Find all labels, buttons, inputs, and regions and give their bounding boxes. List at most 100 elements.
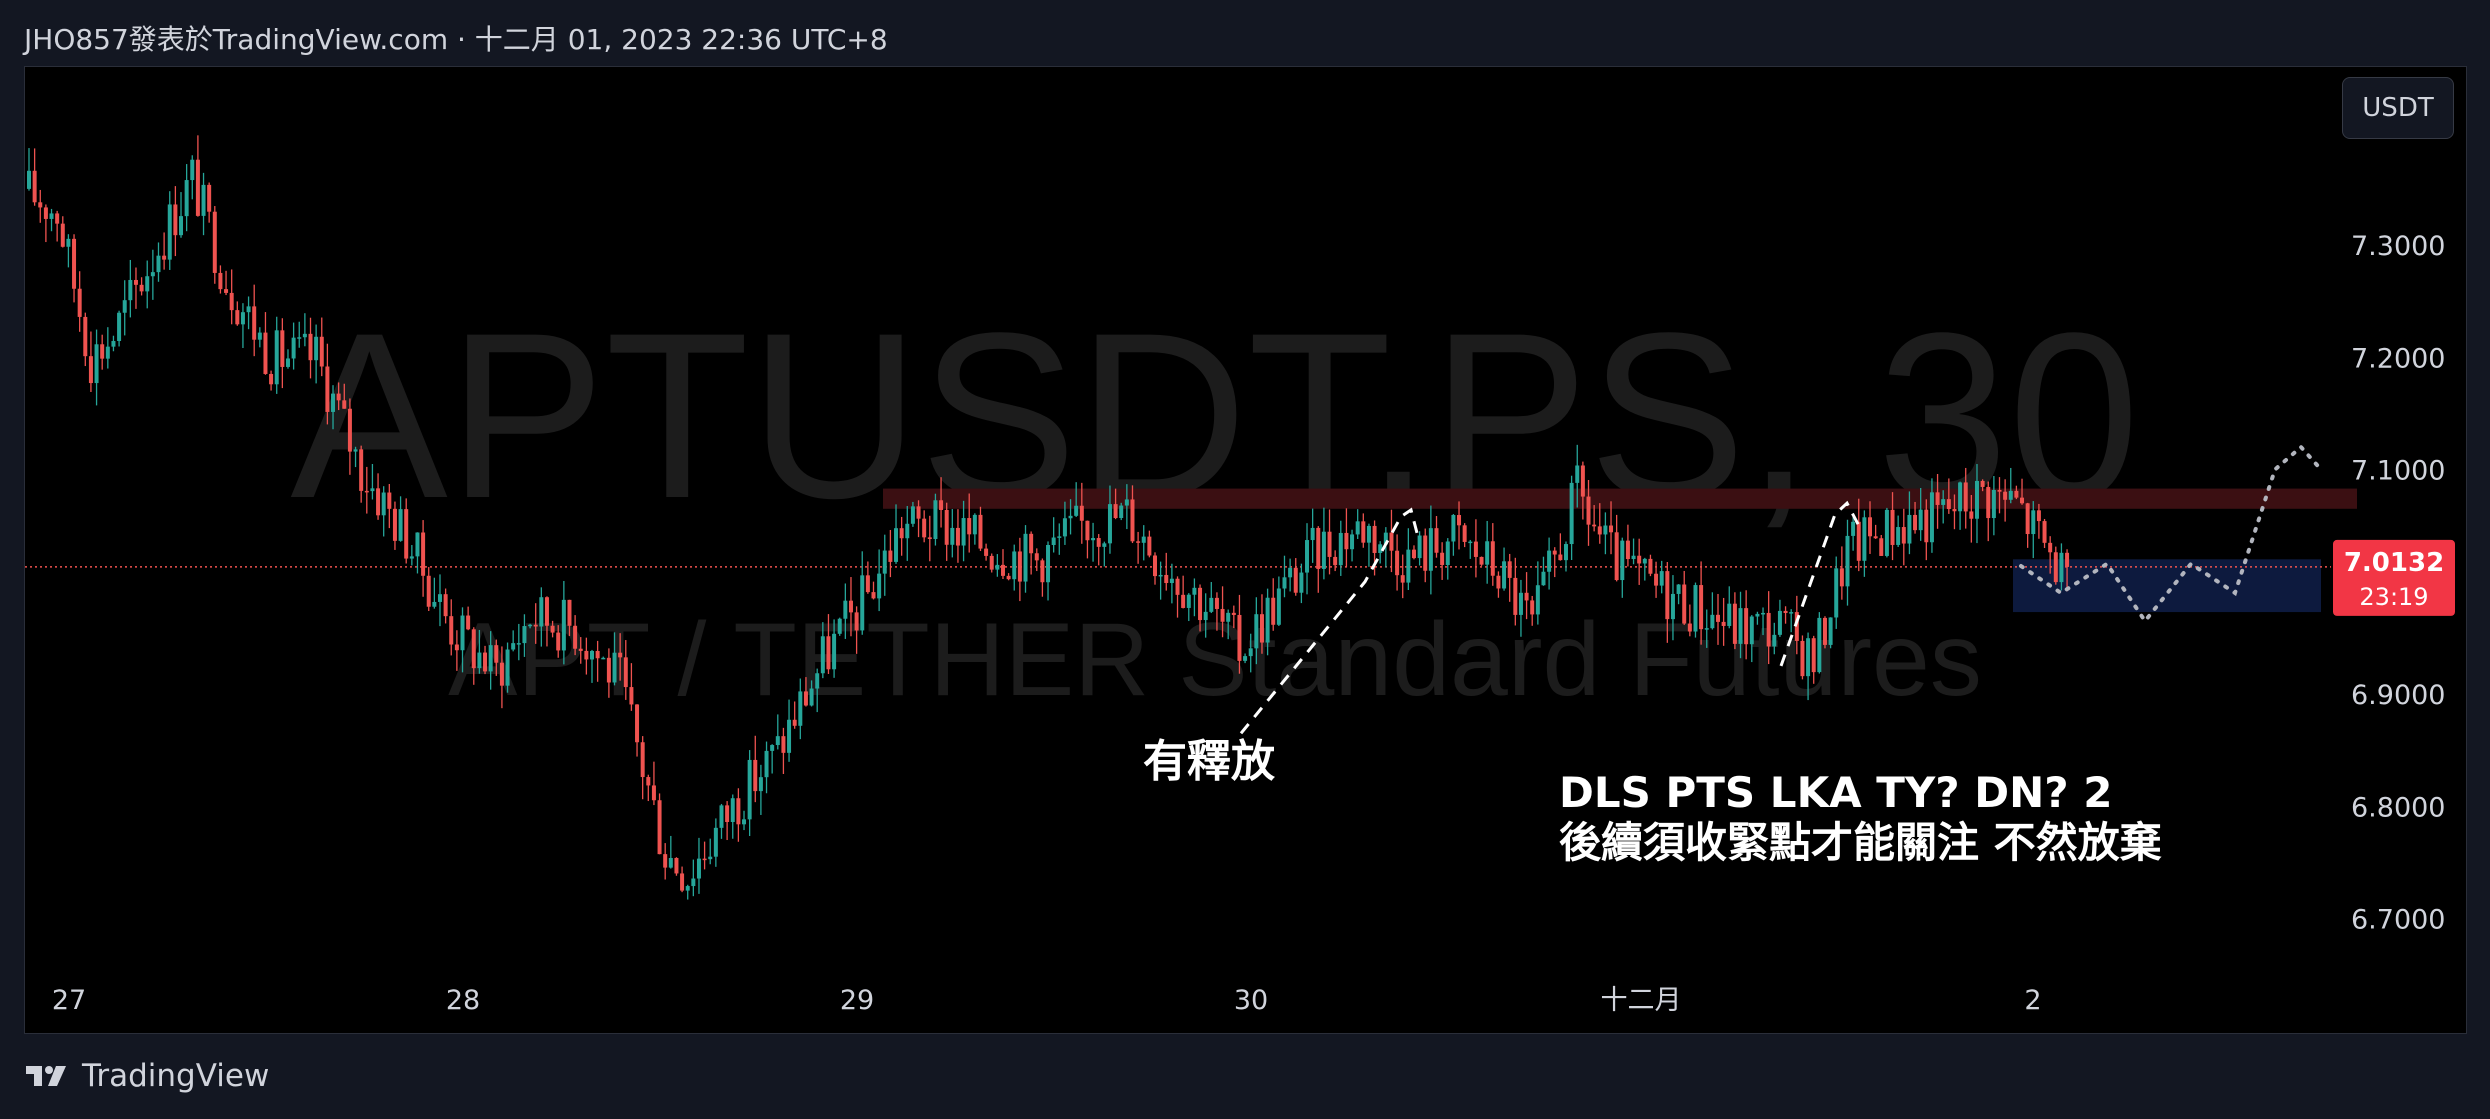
candle-body[interactable] [347, 408, 352, 452]
candle-body[interactable] [1057, 536, 1062, 538]
candle-body[interactable] [1451, 515, 1456, 542]
candle-body[interactable] [325, 366, 330, 412]
candle-body[interactable] [595, 650, 600, 659]
candle-body[interactable] [1547, 550, 1552, 572]
candle-body[interactable] [1958, 482, 1963, 512]
candle-body[interactable] [590, 650, 594, 660]
candle-body[interactable] [1569, 482, 1574, 545]
candle-body[interactable] [94, 344, 99, 384]
candle-body[interactable] [1017, 551, 1022, 582]
candle-body[interactable] [308, 333, 313, 361]
candle-body[interactable] [1609, 525, 1614, 533]
candle-body[interactable] [184, 180, 189, 217]
candle-body[interactable] [1136, 541, 1141, 543]
candle-body[interactable] [460, 615, 465, 651]
candle-body[interactable] [409, 556, 414, 559]
candle-body[interactable] [1226, 612, 1231, 622]
candle-body[interactable] [353, 449, 358, 452]
candle-body[interactable] [179, 216, 184, 236]
candle-body[interactable] [708, 856, 713, 860]
candle-body[interactable] [1333, 556, 1338, 566]
candle-body[interactable] [111, 341, 116, 347]
candle-body[interactable] [1761, 612, 1766, 615]
candle-body[interactable] [60, 223, 65, 247]
candle-body[interactable] [1890, 509, 1895, 545]
candle-body[interactable] [1271, 597, 1276, 625]
candle-body[interactable] [1490, 541, 1495, 576]
candle-body[interactable] [1783, 610, 1788, 614]
candle-body[interactable] [1924, 509, 1929, 543]
candle-body[interactable] [1558, 554, 1563, 561]
candle-body[interactable] [240, 312, 245, 325]
candle-body[interactable] [297, 337, 302, 339]
candle-body[interactable] [1946, 499, 1951, 510]
candle-body[interactable] [1659, 571, 1664, 586]
candle-body[interactable] [1068, 515, 1073, 519]
candle-body[interactable] [848, 600, 853, 613]
candle-body[interactable] [2031, 510, 2036, 535]
candle-body[interactable] [1310, 527, 1315, 541]
candle-body[interactable] [1541, 571, 1546, 586]
candle-body[interactable] [781, 736, 786, 753]
candle-body[interactable] [1107, 504, 1112, 544]
candle-body[interactable] [584, 650, 589, 660]
candle-body[interactable] [820, 636, 825, 674]
candle-body[interactable] [319, 336, 324, 367]
candle-body[interactable] [190, 159, 195, 181]
candle-body[interactable] [49, 213, 54, 219]
candle-body[interactable] [1237, 614, 1242, 661]
candle-body[interactable] [528, 624, 533, 627]
candle-body[interactable] [1023, 533, 1028, 582]
candle-body[interactable] [1654, 573, 1659, 586]
candle-body[interactable] [139, 284, 144, 292]
candle-body[interactable] [1153, 555, 1157, 577]
candle-body[interactable] [657, 800, 662, 855]
candle-body[interactable] [1828, 617, 1833, 645]
candle-body[interactable] [832, 633, 837, 670]
candle-body[interactable] [1288, 567, 1293, 578]
candle-body[interactable] [1721, 621, 1726, 626]
candle-body[interactable] [725, 805, 730, 822]
candle-body[interactable] [471, 629, 476, 669]
candle-body[interactable] [1485, 541, 1490, 565]
candle-body[interactable] [359, 449, 364, 491]
candle-body[interactable] [2036, 510, 2041, 522]
candle-body[interactable] [1868, 517, 1873, 537]
candle-body[interactable] [1586, 496, 1591, 525]
candle-body[interactable] [747, 759, 752, 820]
candle-body[interactable] [1670, 593, 1675, 620]
candle-body[interactable] [882, 550, 887, 574]
candle-body[interactable] [967, 518, 972, 535]
candle-body[interactable] [1901, 527, 1906, 544]
candle-body[interactable] [1862, 517, 1867, 561]
candle-body[interactable] [803, 691, 808, 706]
candle-body[interactable] [1316, 527, 1321, 569]
candle-body[interactable] [702, 858, 707, 861]
candle-body[interactable] [404, 509, 409, 559]
candle-body[interactable] [1040, 560, 1045, 583]
candle-body[interactable] [606, 657, 611, 683]
candle-body[interactable] [1305, 540, 1310, 573]
candle-body[interactable] [798, 691, 803, 726]
candle-body[interactable] [950, 527, 955, 545]
candle-body[interactable] [483, 652, 488, 672]
candle-body[interactable] [843, 600, 848, 619]
candle-body[interactable] [1034, 553, 1039, 561]
candle-body[interactable] [544, 597, 549, 626]
candle-body[interactable] [466, 615, 471, 630]
candle-body[interactable] [1198, 587, 1203, 621]
candle-body[interactable] [1079, 505, 1084, 521]
candle-body[interactable] [764, 750, 769, 778]
candle-body[interactable] [1687, 623, 1692, 632]
candle-body[interactable] [1535, 585, 1540, 615]
candle-body[interactable] [38, 202, 43, 208]
candle-body[interactable] [88, 356, 93, 384]
candle-body[interactable] [736, 798, 741, 825]
candle-body[interactable] [1096, 538, 1101, 547]
candle-body[interactable] [381, 492, 386, 516]
candle-body[interactable] [550, 625, 555, 633]
candle-body[interactable] [899, 528, 904, 539]
candle-body[interactable] [984, 548, 989, 556]
candle-body[interactable] [1986, 486, 1991, 519]
candle-body[interactable] [1997, 489, 2002, 492]
